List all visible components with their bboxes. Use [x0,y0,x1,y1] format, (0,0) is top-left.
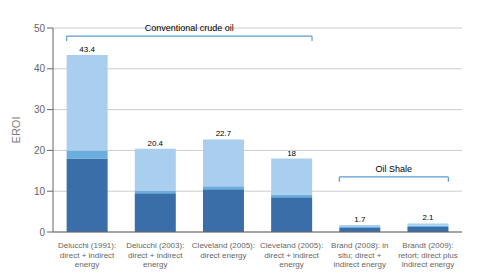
svg-text:0: 0 [39,227,45,238]
svg-text:Brand (2008): insitu; direct +: Brand (2008): insitu; direct +indirect e… [331,241,388,269]
svg-text:Cleveland (2005):direct energy: Cleveland (2005):direct energy [192,241,255,260]
svg-text:Brandt (2009):retort; direct p: Brandt (2009):retort; direct plusindirec… [398,241,458,269]
svg-text:EROI: EROI [10,117,22,144]
svg-text:Delucchi (1991):direct + indir: Delucchi (1991):direct + indirectenergy [58,241,116,269]
svg-text:Cleveland (2005):direct + indi: Cleveland (2005):direct + indirectenergy [260,241,323,269]
svg-text:50: 50 [34,23,46,34]
svg-text:40: 40 [34,63,46,74]
svg-text:18: 18 [287,149,296,158]
svg-text:22.7: 22.7 [216,129,232,138]
svg-text:20.4: 20.4 [148,139,164,148]
svg-text:43.4: 43.4 [79,45,95,54]
svg-text:1.7: 1.7 [354,215,366,224]
svg-text:Conventional crude oil: Conventional crude oil [145,23,234,33]
svg-text:10: 10 [34,186,46,197]
svg-text:Oil Shale: Oil Shale [376,164,413,174]
svg-text:2.1: 2.1 [422,213,434,222]
svg-text:20: 20 [34,145,46,156]
svg-text:30: 30 [34,104,46,115]
svg-text:Delucchi (2003):direct + indir: Delucchi (2003):direct + indirectenergy [126,241,184,269]
